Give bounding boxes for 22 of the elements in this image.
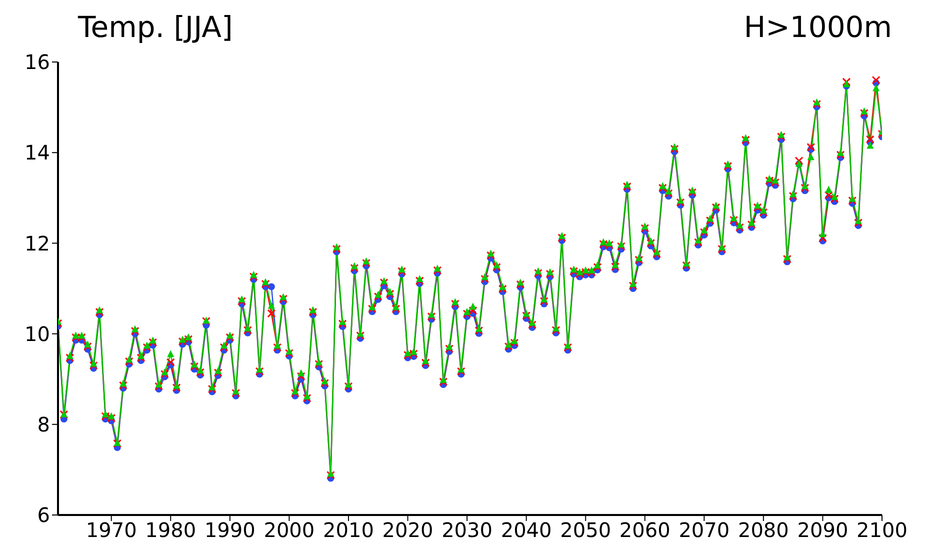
y-tick-label: 10: [24, 322, 50, 346]
x-tick-label: 1980: [145, 518, 196, 542]
y-tick-label: 8: [37, 412, 50, 436]
x-tick-label: 2100: [856, 518, 908, 542]
x-tick-label: 2060: [619, 518, 670, 542]
x-tick-label: 2000: [264, 518, 315, 542]
x-tick-label: 2050: [560, 518, 612, 542]
x-tick-label: 2070: [678, 518, 730, 542]
x-tick-label: 1990: [204, 518, 256, 542]
x-tick-label: 2030: [442, 518, 492, 542]
y-tick-label: 6: [37, 503, 50, 528]
x-tick-label: 2020: [382, 518, 434, 542]
chart-title: Temp. [JJA]: [78, 10, 233, 44]
x-tick-label: 2090: [797, 518, 848, 542]
y-tick-label: 14: [24, 140, 50, 165]
y-tick-label: 12: [24, 231, 50, 256]
chart-subtitle: H>1000m: [744, 10, 892, 44]
x-tick-label: 2010: [323, 518, 374, 542]
x-tick-label: 2080: [738, 518, 789, 542]
x-tick-label: 1970: [86, 518, 137, 542]
y-tick-label: 16: [24, 50, 50, 74]
x-tick-label: 2040: [500, 518, 552, 542]
